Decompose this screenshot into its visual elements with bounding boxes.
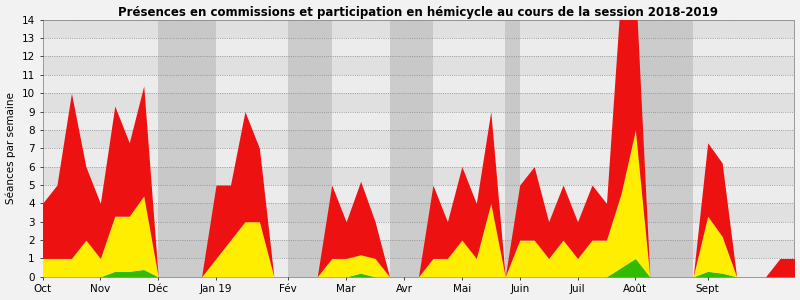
Bar <box>42 112 794 130</box>
Bar <box>621 20 694 277</box>
Bar <box>42 203 794 222</box>
Bar <box>42 38 794 56</box>
Bar <box>42 258 794 277</box>
Bar <box>42 93 794 112</box>
Bar <box>506 20 520 277</box>
Bar <box>288 20 332 277</box>
Bar <box>158 20 216 277</box>
Bar <box>42 240 794 258</box>
Bar <box>390 20 433 277</box>
Bar <box>42 167 794 185</box>
Bar <box>42 130 794 148</box>
Bar <box>42 20 794 38</box>
Bar <box>42 222 794 240</box>
Bar <box>42 56 794 75</box>
Title: Présences en commissions et participation en hémicycle au cours de la session 20: Présences en commissions et participatio… <box>118 6 718 19</box>
Bar <box>42 185 794 203</box>
Bar <box>42 148 794 166</box>
Y-axis label: Séances par semaine: Séances par semaine <box>6 92 16 204</box>
Bar <box>42 75 794 93</box>
